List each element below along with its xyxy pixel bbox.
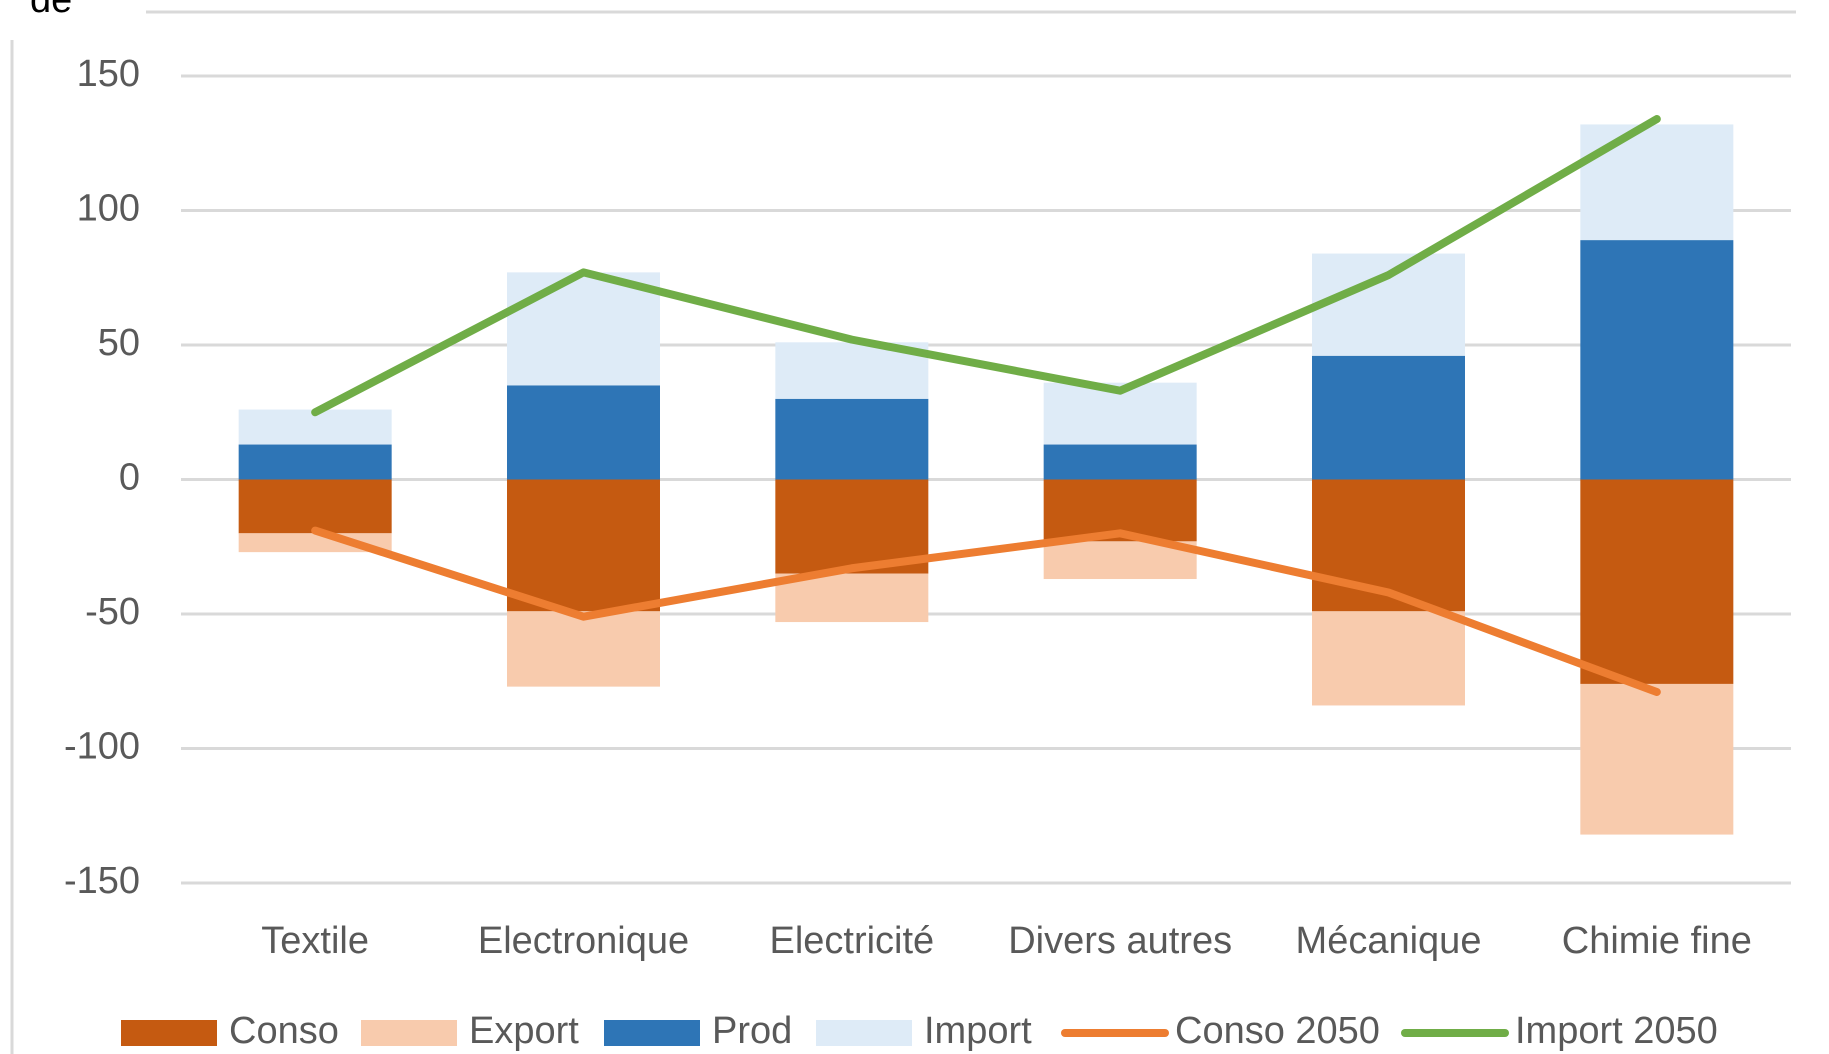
line-series (311, 526, 1661, 697)
y-tick-label: -100 (64, 726, 140, 768)
x-tick-label: Mécanique (1296, 920, 1482, 962)
bar (1580, 124, 1734, 241)
y-tick-label: 50 (98, 322, 140, 364)
legend-label: Export (469, 1010, 579, 1052)
x-tick-label: Textile (261, 920, 369, 962)
legend-swatch (604, 1020, 700, 1046)
y-tick-label: 100 (77, 188, 140, 230)
bar (507, 385, 660, 480)
bar (1043, 444, 1197, 480)
x-tick-label: Electronique (478, 920, 689, 962)
legend-swatch (816, 1020, 912, 1046)
legend-label: Conso (229, 1010, 339, 1052)
bar (1312, 611, 1465, 706)
legend-swatch (361, 1020, 457, 1046)
y-tick-label: -50 (85, 591, 140, 633)
bar (238, 444, 392, 480)
x-tick-label: Divers autres (1008, 920, 1232, 962)
legend-label: Prod (712, 1010, 792, 1052)
bar (238, 479, 392, 534)
bar (1580, 683, 1734, 835)
legend-label: Import 2050 (1515, 1010, 1718, 1052)
legend-swatch (121, 1020, 217, 1046)
x-tick-label: Chimie fine (1562, 920, 1752, 962)
legend-label: Conso 2050 (1175, 1010, 1380, 1052)
y-tick-label: 0 (119, 457, 140, 499)
bar (238, 533, 392, 553)
y-tick-label: 150 (77, 53, 140, 95)
bar (775, 398, 929, 480)
chart-title: de (30, 0, 72, 21)
x-tick-label: Electricité (769, 920, 934, 962)
bar (1580, 479, 1734, 684)
bar (1312, 355, 1465, 480)
bar (507, 479, 660, 612)
bar (1580, 240, 1734, 480)
bar (775, 573, 929, 623)
bar (507, 611, 660, 687)
legend-label: Import (924, 1010, 1032, 1052)
line-series (311, 115, 1661, 417)
y-tick-label: -150 (64, 860, 140, 902)
bar (507, 272, 660, 386)
bar (1312, 253, 1465, 356)
